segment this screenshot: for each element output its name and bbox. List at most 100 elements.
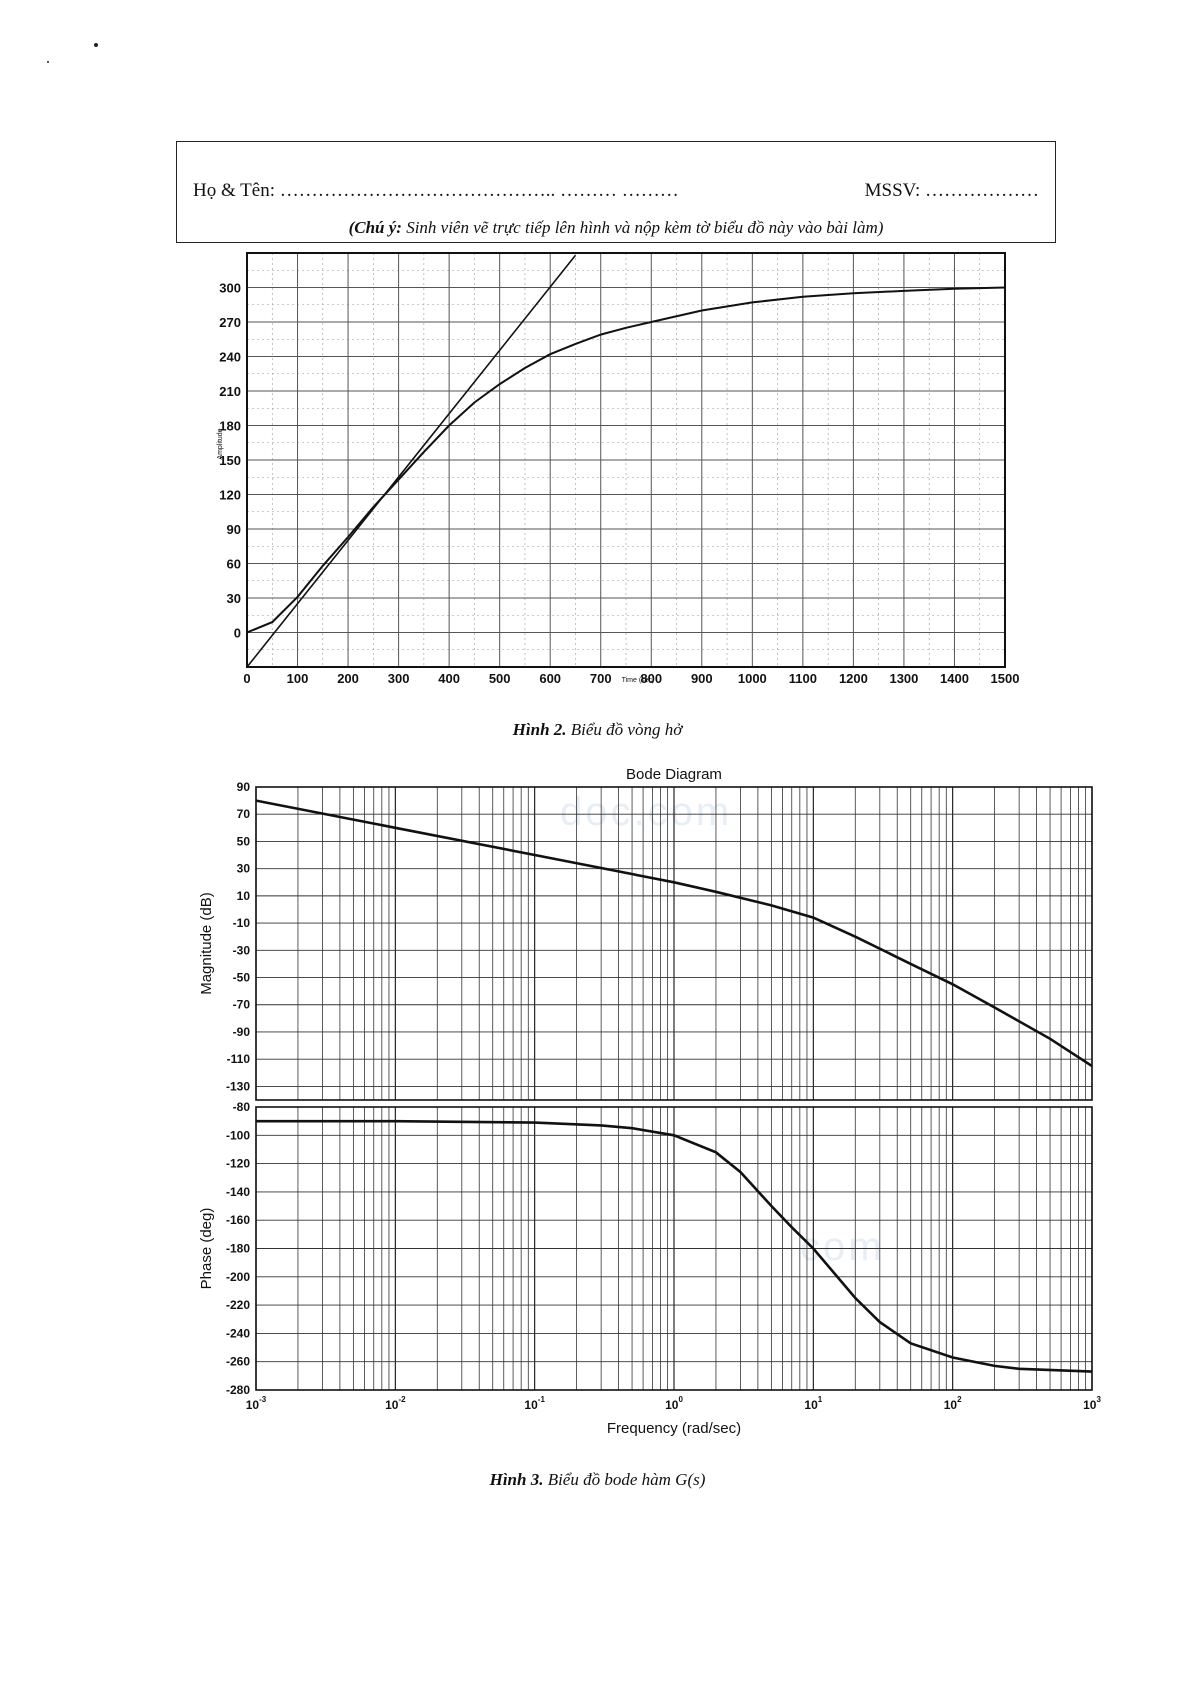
frequency-axis-label: Frequency (rad/sec) xyxy=(607,1420,741,1437)
magnitude-tick-label: 10 xyxy=(237,889,251,903)
series-group xyxy=(247,254,1005,667)
frequency-tick-label: 100 xyxy=(665,1395,683,1412)
phase-tick-label: -200 xyxy=(226,1270,250,1284)
y-axis-label: Amplitude xyxy=(217,428,224,459)
x-tick-label: 500 xyxy=(489,671,511,686)
x-tick-label: 1200 xyxy=(839,671,868,686)
x-tick-label: 200 xyxy=(337,671,359,686)
plot-frame xyxy=(246,252,1006,668)
scan-dot xyxy=(94,43,98,47)
phase-tick-label: -120 xyxy=(226,1157,250,1171)
tick-base: 10 xyxy=(665,1398,679,1412)
frequency-tick-label: 103 xyxy=(1083,1395,1101,1412)
x-tick-label: 100 xyxy=(287,671,309,686)
magnitude-tick-label: -130 xyxy=(226,1079,250,1093)
phase-tick-label: -140 xyxy=(226,1185,250,1199)
chart-title: Bode Diagram xyxy=(626,766,722,783)
phase-curve xyxy=(256,1119,1092,1373)
scan-dot xyxy=(47,61,49,63)
tangent-line xyxy=(247,254,577,667)
phase-tick-label: -160 xyxy=(226,1213,250,1227)
response-curve xyxy=(247,286,1005,634)
tick-exponent: -3 xyxy=(259,1395,267,1404)
note-text: Sinh viên vẽ trực tiếp lên hình và nộp k… xyxy=(401,218,884,237)
x-tick-label: 400 xyxy=(438,671,460,686)
magnitude-tick-label: 50 xyxy=(237,834,251,848)
phase-tick-label: -100 xyxy=(226,1128,250,1142)
frequency-tick-label: 10-3 xyxy=(246,1395,267,1412)
figure-2-text: Biểu đồ vòng hở xyxy=(566,720,683,739)
phase-tick-label: -260 xyxy=(226,1355,250,1369)
magnitude-tick-label: -90 xyxy=(233,1025,251,1039)
frequency-tick-label: 10-2 xyxy=(385,1395,406,1412)
y-tick-label: 0 xyxy=(234,626,241,641)
phase-axis-label: Phase (deg) xyxy=(198,1208,215,1290)
y-tick-label: 300 xyxy=(219,281,241,296)
watermark: doc.com xyxy=(560,790,733,834)
tick-exponent: 0 xyxy=(678,1395,683,1404)
note-prefix: (Chú ý: xyxy=(348,218,402,237)
y-tick-label: 120 xyxy=(219,488,241,503)
magnitude-tick-label: -110 xyxy=(227,1052,251,1066)
figure-2-label: Hình 2. xyxy=(512,720,567,739)
phase-tick-label: -280 xyxy=(226,1383,250,1397)
magnitude-tick-label: -10 xyxy=(233,916,251,930)
instruction-note: (Chú ý: Sinh viên vẽ trực tiếp lên hình … xyxy=(177,218,1055,238)
x-tick-label: 0 xyxy=(243,671,250,686)
magnitude-axis-label: Magnitude (dB) xyxy=(198,892,215,995)
y-tick-label: 270 xyxy=(219,315,241,330)
phase-tick-label: -220 xyxy=(226,1298,250,1312)
magnitude-tick-label: -50 xyxy=(233,971,251,985)
magnitude-tick-label: -30 xyxy=(233,943,251,957)
phase-frame xyxy=(255,1106,1093,1391)
tick-base: 10 xyxy=(524,1398,538,1412)
x-tick-label: 900 xyxy=(691,671,713,686)
tick-base: 10 xyxy=(944,1398,958,1412)
y-tick-label: 60 xyxy=(227,557,241,572)
magnitude-tick-label: 70 xyxy=(237,807,251,821)
x-tick-label: 800 xyxy=(640,671,662,686)
phase-tick-label: -180 xyxy=(226,1242,250,1256)
tick-base: 10 xyxy=(1083,1398,1097,1412)
magnitude-tick-label: 90 xyxy=(237,780,251,794)
phase-tick-label: -240 xyxy=(226,1326,250,1340)
frequency-tick-label: 102 xyxy=(944,1395,962,1412)
y-tick-label: 150 xyxy=(219,453,241,468)
phase-series-group xyxy=(256,1119,1092,1373)
tick-exponent: -2 xyxy=(398,1395,406,1404)
x-tick-label: 1000 xyxy=(738,671,767,686)
phase-tick-label: -80 xyxy=(233,1100,251,1114)
x-tick-label: 1500 xyxy=(991,671,1020,686)
tick-exponent: 2 xyxy=(957,1395,962,1404)
x-tick-label: 600 xyxy=(539,671,561,686)
frequency-tick-label: 101 xyxy=(804,1395,822,1412)
figure-2-caption: Hình 2. Biểu đồ vòng hở xyxy=(0,720,1195,740)
name-field-label: Họ & Tên: …………………………………….. ……… ……… xyxy=(193,180,679,201)
y-tick-label: 180 xyxy=(219,419,241,434)
tick-exponent: 1 xyxy=(818,1395,823,1404)
magnitude-frame xyxy=(255,786,1093,1101)
y-tick-label: 240 xyxy=(219,350,241,365)
tick-base: 10 xyxy=(385,1398,399,1412)
student-id-label: MSSV: ……………… xyxy=(864,180,1039,201)
tick-base: 10 xyxy=(804,1398,818,1412)
magnitude-tick-label: 30 xyxy=(237,862,251,876)
tick-exponent: 3 xyxy=(1096,1395,1101,1404)
x-tick-label: 1400 xyxy=(940,671,969,686)
y-tick-label: 30 xyxy=(227,591,241,606)
x-axis-label: Time (sec) xyxy=(622,677,655,684)
x-tick-label: 1100 xyxy=(789,671,817,686)
figure-3-caption: Hình 3. Biểu đồ bode hàm G(s) xyxy=(0,1470,1195,1490)
figure-3-text: Biểu đồ bode hàm G(s) xyxy=(543,1470,706,1489)
magnitude-tick-label: -70 xyxy=(233,998,251,1012)
tick-exponent: -1 xyxy=(538,1395,546,1404)
tick-base: 10 xyxy=(246,1398,260,1412)
figure-3-label: Hình 3. xyxy=(489,1470,544,1489)
student-info-box: Họ & Tên: …………………………………….. ……… ……… MSSV:… xyxy=(176,141,1056,243)
x-tick-label: 1300 xyxy=(889,671,918,686)
x-tick-label: 300 xyxy=(388,671,410,686)
magnitude-curve xyxy=(256,799,1092,1068)
magnitude-series-group xyxy=(256,799,1092,1068)
